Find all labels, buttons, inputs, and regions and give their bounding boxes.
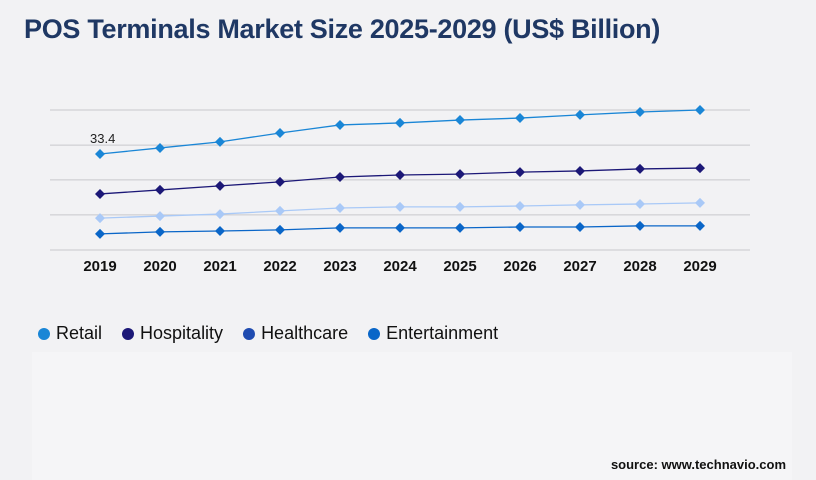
- x-tick-label: 2029: [683, 258, 716, 275]
- data-point-entertainment: [575, 222, 585, 233]
- data-point-entertainment: [95, 228, 105, 239]
- data-point-healthcare: [515, 201, 525, 212]
- x-tick-label: 2026: [503, 258, 536, 275]
- legend-panel-background: [32, 352, 792, 480]
- data-point-entertainment: [215, 226, 225, 237]
- x-tick-label: 2019: [83, 258, 116, 275]
- data-point-hospitality: [275, 176, 285, 187]
- data-label: 33.4: [90, 131, 115, 146]
- data-point-retail: [335, 119, 345, 130]
- data-point-healthcare: [275, 205, 285, 216]
- data-point-healthcare: [635, 199, 645, 210]
- data-point-healthcare: [455, 201, 465, 212]
- data-point-entertainment: [155, 226, 165, 237]
- legend-marker: [122, 327, 135, 340]
- data-point-hospitality: [335, 171, 345, 182]
- data-point-healthcare: [95, 213, 105, 224]
- data-point-healthcare: [695, 197, 705, 208]
- legend-item-healthcare: Healthcare: [243, 323, 348, 344]
- data-point-hospitality: [215, 180, 225, 191]
- x-tick-label: 2023: [323, 258, 356, 275]
- source-text: source: www.technavio.com: [610, 457, 786, 472]
- line-chart: 2019 2020 2021 2022 2023 2024 2025 2026 2027 2028…: [50, 105, 750, 275]
- legend-label: Entertainment: [386, 323, 499, 343]
- x-tick-label: 2024: [383, 258, 417, 275]
- legend-label: Hospitality: [140, 323, 224, 343]
- data-point-hospitality: [95, 188, 105, 199]
- x-tick-label: 2021: [203, 258, 236, 275]
- legend-marker: [368, 327, 381, 340]
- legend-label: Healthcare: [261, 323, 349, 343]
- data-point-hospitality: [575, 165, 585, 176]
- legend-item-entertainment: Entertainment: [368, 323, 498, 344]
- data-point-entertainment: [515, 222, 525, 233]
- legend: Retail Hospitality Healthcare Entertainment: [38, 323, 498, 344]
- legend-item-retail: Retail: [38, 323, 102, 344]
- x-tick-label: 2027: [563, 258, 596, 275]
- data-point-retail: [695, 105, 705, 115]
- x-tick-label: 2025: [443, 258, 476, 275]
- data-point-retail: [95, 148, 105, 159]
- data-point-healthcare: [215, 209, 225, 220]
- legend-marker: [243, 327, 256, 340]
- data-point-entertainment: [395, 222, 405, 233]
- legend-item-hospitality: Hospitality: [122, 323, 223, 344]
- x-tick-label: 2022: [263, 258, 296, 275]
- data-point-hospitality: [695, 163, 705, 174]
- chart-title: POS Terminals Market Size 2025-2029 (US$…: [24, 14, 661, 44]
- data-point-entertainment: [635, 220, 645, 231]
- x-tick-label: 2028: [623, 258, 656, 275]
- data-point-hospitality: [515, 167, 525, 178]
- data-point-hospitality: [395, 169, 405, 180]
- data-point-retail: [215, 136, 225, 147]
- data-point-entertainment: [335, 222, 345, 233]
- legend-marker: [38, 327, 50, 340]
- data-point-entertainment: [455, 222, 465, 233]
- data-point-healthcare: [155, 211, 165, 222]
- data-point-entertainment: [275, 224, 285, 235]
- data-point-entertainment: [695, 220, 705, 231]
- data-point-hospitality: [455, 169, 465, 180]
- data-point-hospitality: [155, 184, 165, 195]
- data-point-retail: [635, 107, 645, 118]
- data-point-hospitality: [635, 163, 645, 174]
- data-point-retail: [395, 117, 405, 128]
- data-point-retail: [575, 109, 585, 120]
- data-point-retail: [275, 127, 285, 138]
- x-tick-label: 2020: [143, 258, 176, 275]
- legend-label: Retail: [56, 323, 103, 343]
- data-point-healthcare: [335, 203, 345, 214]
- data-point-retail: [455, 115, 465, 126]
- series-line-retail: [99, 109, 701, 155]
- data-point-retail: [155, 142, 165, 153]
- data-point-retail: [515, 113, 525, 124]
- data-point-healthcare: [395, 201, 405, 212]
- data-point-healthcare: [575, 199, 585, 210]
